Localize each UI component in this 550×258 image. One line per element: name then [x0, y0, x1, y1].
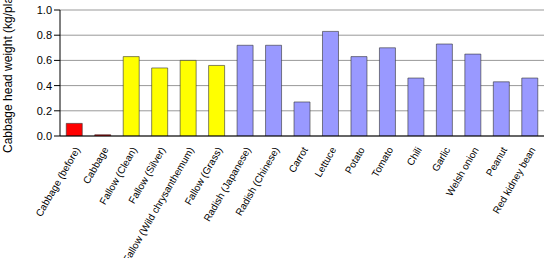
svg-text:Potato: Potato [343, 145, 367, 176]
svg-text:Radish (Japanese): Radish (Japanese) [201, 145, 253, 224]
svg-text:Fallow (Clean): Fallow (Clean) [97, 145, 140, 207]
svg-text:1.0: 1.0 [37, 4, 52, 16]
svg-text:Chili: Chili [405, 145, 424, 167]
svg-text:Peanut: Peanut [484, 145, 509, 178]
svg-text:Garlic: Garlic [430, 145, 453, 173]
svg-text:0.4: 0.4 [37, 80, 52, 92]
svg-text:Lettuce: Lettuce [312, 145, 338, 179]
svg-text:0.8: 0.8 [37, 29, 52, 41]
svg-text:Cabbage head weight (kg/plant): Cabbage head weight (kg/plant) [8, 0, 15, 153]
svg-text:Radish (Chinese): Radish (Chinese) [233, 145, 281, 217]
svg-text:Tomato: Tomato [369, 145, 395, 179]
svg-text:0.0: 0.0 [37, 130, 52, 142]
svg-text:Red kidney bean: Red kidney bean [491, 145, 538, 216]
svg-text:Cabbage: Cabbage [81, 145, 111, 186]
svg-text:0.2: 0.2 [37, 105, 52, 117]
svg-text:Fallow (Grass): Fallow (Grass) [182, 145, 225, 207]
svg-text:Welsh onion: Welsh onion [444, 145, 481, 198]
svg-text:Carrot: Carrot [286, 145, 310, 175]
svg-text:Cabbage (before): Cabbage (before) [33, 145, 82, 218]
svg-text:Fallow (Silver): Fallow (Silver) [126, 145, 168, 206]
svg-text:0.6: 0.6 [37, 54, 52, 66]
